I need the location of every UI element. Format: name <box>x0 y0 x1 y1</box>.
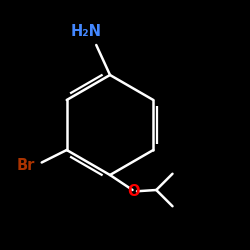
Text: H₂N: H₂N <box>71 24 102 39</box>
Text: Br: Br <box>17 158 36 172</box>
Text: O: O <box>128 184 140 199</box>
